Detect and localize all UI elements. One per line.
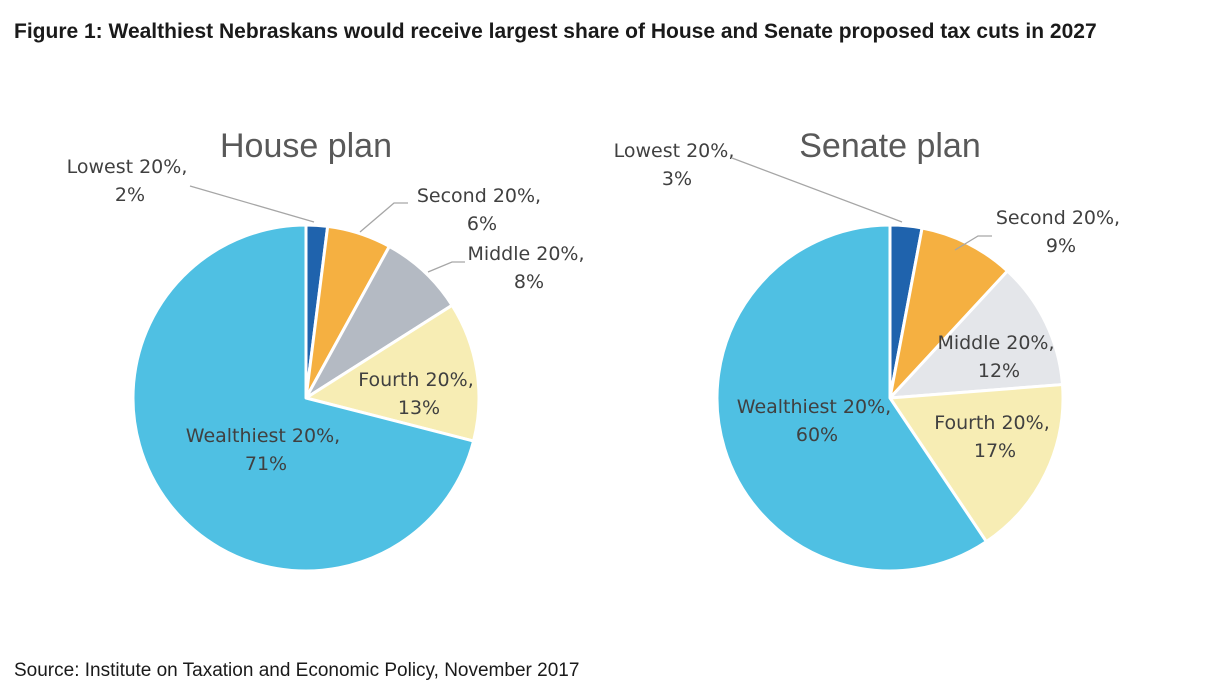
senate-middle-name: Middle 20%, — [937, 332, 1054, 354]
senate-wealthiest-label: Wealthiest 20%, 60% — [737, 396, 897, 446]
senate-slice-middle — [888, 269, 1064, 400]
house-wealthiest-name: Wealthiest 20%, — [186, 425, 340, 447]
house-middle-name: Middle 20%, — [467, 243, 584, 265]
house-plan-title: House plan — [220, 127, 392, 165]
senate-fourth-name: Fourth 20%, — [934, 412, 1050, 434]
senate-slice-second — [888, 226, 1009, 400]
house-second-value: 6% — [467, 213, 497, 235]
senate-middle-label: Middle 20%, 12% — [937, 332, 1060, 382]
senate-lowest-leader — [731, 157, 903, 223]
house-second-name: Second 20%, — [417, 185, 541, 207]
senate-second-label: Second 20%, 9% — [996, 207, 1126, 257]
house-lowest-name: Lowest 20%, — [67, 156, 188, 178]
house-middle-value: 8% — [514, 271, 544, 293]
house-slice-wealthiest — [131, 223, 476, 573]
senate-slice-fourth — [888, 383, 1065, 544]
house-second-leader — [359, 202, 408, 233]
house-fourth-value: 13% — [398, 397, 440, 419]
senate-lowest-label: Lowest 20%, 3% — [614, 140, 741, 190]
senate-lowest-name: Lowest 20%, — [614, 140, 735, 162]
house-fourth-name: Fourth 20%, — [358, 369, 474, 391]
house-slice-fourth — [304, 303, 481, 443]
house-wealthiest-value: 71% — [245, 453, 287, 475]
senate-wealthiest-value: 60% — [796, 424, 838, 446]
senate-wealthiest-name: Wealthiest 20%, — [737, 396, 891, 418]
house-plan-chart: House plan Lowest 20%, 2% Second 20%, 6%… — [67, 127, 590, 573]
house-lowest-value: 2% — [115, 184, 145, 206]
house-wealthiest-label: Wealthiest 20%, 71% — [186, 425, 346, 475]
senate-plan-chart: Senate plan Lowest 20%, 3% Second 20%, 9… — [614, 127, 1126, 573]
house-slices — [131, 223, 481, 573]
senate-lowest-value: 3% — [662, 168, 692, 190]
house-middle-label: Middle 20%, 8% — [467, 243, 590, 293]
senate-middle-value: 12% — [978, 360, 1020, 382]
senate-plan-title: Senate plan — [799, 127, 981, 165]
house-fourth-label: Fourth 20%, 13% — [358, 369, 480, 419]
house-lowest-leader — [189, 185, 315, 223]
senate-slices — [715, 223, 1065, 573]
senate-fourth-value: 17% — [974, 440, 1016, 462]
source-note: Source: Institute on Taxation and Econom… — [14, 660, 580, 681]
house-second-label: Second 20%, 6% — [417, 185, 547, 235]
senate-fourth-label: Fourth 20%, 17% — [934, 412, 1056, 462]
senate-slice-wealthiest — [715, 223, 988, 573]
house-lowest-label: Lowest 20%, 2% — [67, 156, 194, 206]
house-middle-leader — [427, 261, 465, 273]
figure-title: Figure 1: Wealthiest Nebraskans would re… — [14, 20, 1097, 43]
senate-second-leader — [954, 235, 992, 251]
senate-second-name: Second 20%, — [996, 207, 1120, 229]
senate-second-value: 9% — [1046, 235, 1076, 257]
